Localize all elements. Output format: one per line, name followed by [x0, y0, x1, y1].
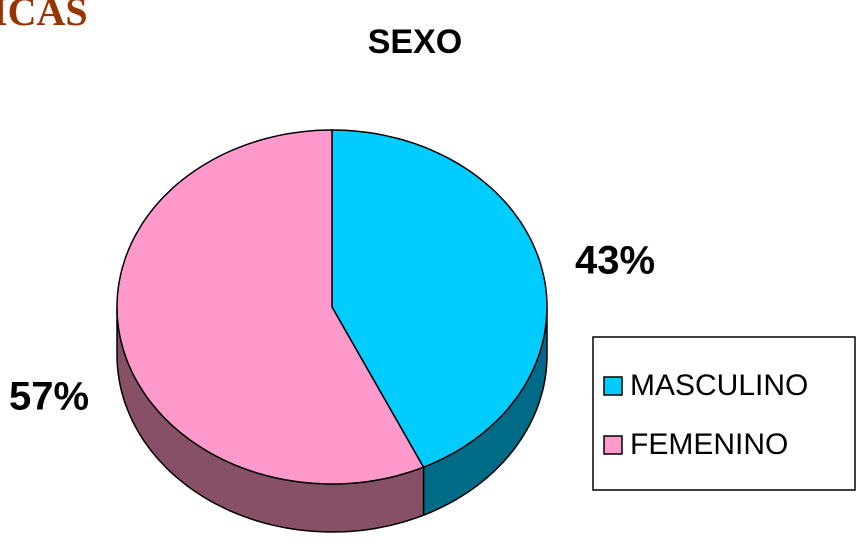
legend-swatch	[603, 376, 623, 396]
data-label: 43%	[575, 238, 655, 282]
legend-box	[592, 336, 856, 491]
pie-slice	[331, 129, 548, 469]
chart-title: SEXO	[368, 23, 462, 61]
data-label: 57%	[9, 375, 89, 419]
pie-slice	[116, 129, 425, 485]
page-heading: ICAS	[0, 0, 88, 34]
legend-label: FEMENINO	[630, 428, 788, 461]
legend-swatch	[603, 435, 623, 455]
legend-label: MASCULINO	[630, 369, 808, 402]
